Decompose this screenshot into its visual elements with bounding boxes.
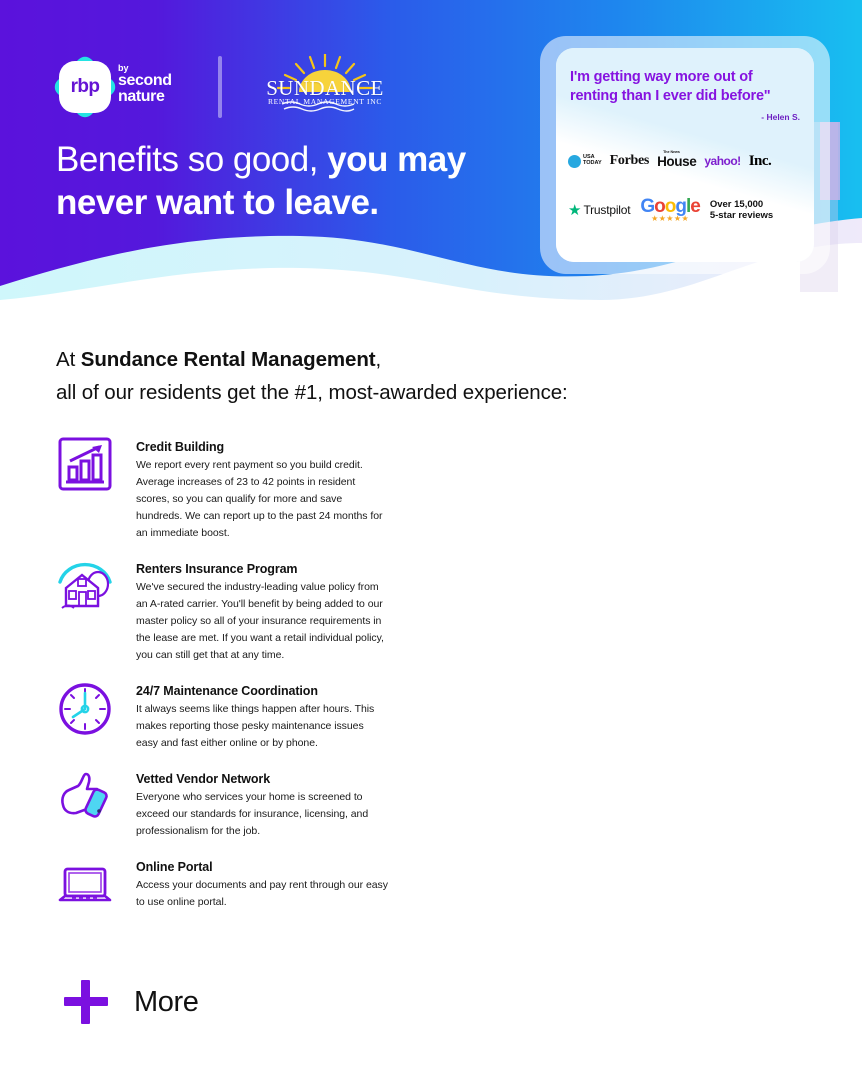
news-house-superscript: The News bbox=[663, 149, 680, 154]
google-stars-icon: ★★★★★ bbox=[651, 214, 690, 223]
benefit-description: We report every rent payment so you buil… bbox=[136, 459, 383, 539]
ratings-row: ★ Trustpilot Google ★★★★★ Over 15,000 5-… bbox=[568, 194, 804, 226]
list-item: Online Portal Access your documents and … bbox=[56, 856, 456, 914]
rbp-logo-icon: rbp bbox=[51, 53, 119, 121]
usa-today-logo: USA TODAY bbox=[568, 154, 602, 168]
heading-company: Sundance Rental Management bbox=[80, 348, 376, 371]
google-letter-e: e bbox=[690, 196, 701, 217]
google-letter-g: G bbox=[640, 196, 655, 217]
benefit-description: Access your documents and pay rent throu… bbox=[136, 879, 388, 908]
clock-icon bbox=[56, 680, 116, 738]
usa-today-dot-icon bbox=[568, 154, 581, 168]
forbes-logo: Forbes bbox=[609, 153, 650, 168]
heading-line2: all of our residents get the #1, most-aw… bbox=[56, 380, 568, 404]
brand-lockup: rbp by second nature bbox=[51, 53, 206, 121]
headline-bold-1: you may bbox=[327, 140, 466, 179]
google-logo: Google ★★★★★ bbox=[640, 196, 701, 223]
reviews-line2: 5-star reviews bbox=[709, 210, 774, 221]
list-item: Vetted Vendor Network Everyone who servi… bbox=[56, 768, 456, 840]
list-item: Renters Insurance Program We've secured … bbox=[56, 558, 456, 664]
usa-today-line1: USA bbox=[583, 154, 595, 161]
benefit-title: Credit Building bbox=[136, 440, 225, 454]
trustpilot-label: Trustpilot bbox=[583, 203, 631, 217]
plus-icon bbox=[64, 980, 108, 1024]
google-letter-o2: o bbox=[664, 196, 677, 217]
benefits-list: Credit Building We report every rent pay… bbox=[56, 436, 456, 930]
second-nature-name: second nature bbox=[118, 72, 172, 106]
sundance-sun-icon bbox=[276, 52, 374, 112]
second-nature-logo: by second nature bbox=[118, 63, 206, 106]
sundance-logo: SUNDANCE RENTAL MANAGEMENT INC bbox=[252, 52, 398, 116]
laptop-icon bbox=[56, 856, 116, 914]
sundance-tagline: RENTAL MANAGEMENT INC bbox=[267, 97, 383, 106]
google-letter-l: l bbox=[685, 196, 691, 217]
google-letter-o1: o bbox=[654, 196, 666, 217]
card-sheen bbox=[556, 48, 814, 262]
sundance-wordmark: SUNDANCE bbox=[266, 76, 384, 100]
brand-divider bbox=[218, 56, 222, 118]
benefit-description: Everyone who services your home is scree… bbox=[136, 791, 369, 837]
house-shield-icon bbox=[56, 558, 116, 616]
testimonial-card: I'm getting way more out of renting than… bbox=[556, 48, 814, 262]
benefit-title: 24/7 Maintenance Coordination bbox=[136, 684, 318, 698]
testimonial-author: - Helen S. bbox=[761, 112, 800, 122]
credit-chart-icon bbox=[56, 436, 116, 494]
benefit-description: It always seems like things happen after… bbox=[136, 703, 375, 749]
rbp-logo-text: rbp bbox=[70, 76, 100, 97]
more-row: More bbox=[64, 980, 199, 1024]
press-logos-row: USA TODAY Forbes The News House yahoo! I… bbox=[568, 148, 804, 174]
benefit-title: Vetted Vendor Network bbox=[136, 772, 271, 786]
trustpilot-logo: ★ Trustpilot bbox=[568, 201, 631, 219]
second-nature-by-label: by bbox=[118, 63, 129, 73]
reviews-line1: Over 15,000 bbox=[709, 198, 764, 210]
benefit-title: Online Portal bbox=[136, 860, 213, 874]
page-title: Benefits so good, you may never want to … bbox=[56, 138, 526, 225]
google-letter-g2: g bbox=[675, 196, 687, 217]
benefit-description: We've secured the industry-leading value… bbox=[136, 581, 384, 661]
section-heading: At Sundance Rental Management, all of ou… bbox=[56, 344, 756, 410]
list-item: 24/7 Maintenance Coordination It always … bbox=[56, 680, 456, 752]
benefit-title: Renters Insurance Program bbox=[136, 562, 298, 576]
heading-suffix: , bbox=[375, 348, 382, 371]
usa-today-line2: TODAY bbox=[583, 160, 602, 166]
inc-logo: Inc. bbox=[748, 152, 772, 169]
testimonial-quote: I'm getting way more out of renting than… bbox=[570, 69, 771, 105]
thumbs-up-icon bbox=[56, 768, 116, 826]
list-item: Credit Building We report every rent pay… bbox=[56, 436, 456, 542]
headline-bold-2: never want to leave. bbox=[56, 183, 379, 223]
headline-plain: Benefits so good, bbox=[56, 140, 328, 179]
news-house-label: House bbox=[657, 153, 697, 169]
trustpilot-star-icon: ★ bbox=[568, 201, 582, 219]
more-label: More bbox=[134, 985, 199, 1018]
reviews-count: Over 15,000 5-star reviews bbox=[710, 199, 773, 222]
news-house-logo: The News House bbox=[657, 150, 697, 169]
yahoo-logo: yahoo! bbox=[704, 154, 741, 168]
heading-prefix: At bbox=[56, 348, 81, 371]
